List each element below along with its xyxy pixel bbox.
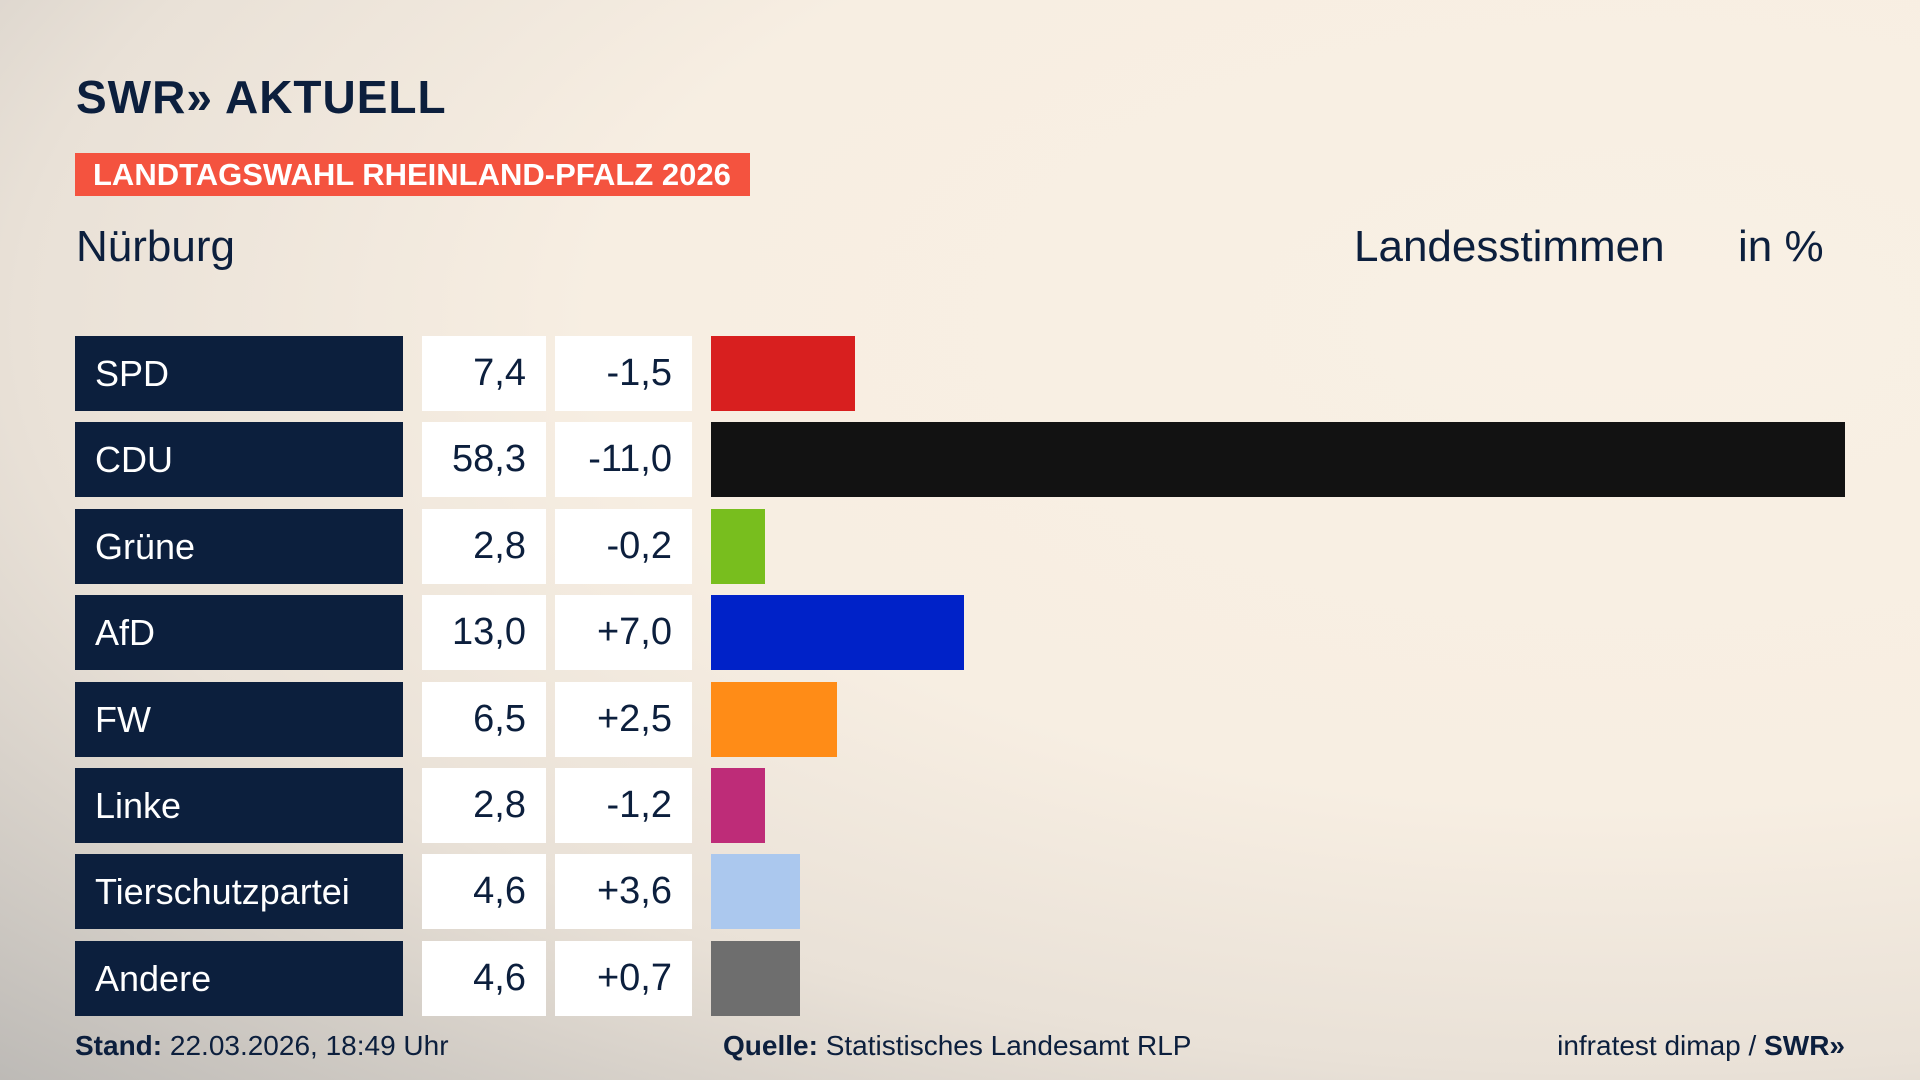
value-label: 2,8: [422, 508, 546, 584]
stand-label: Stand:: [75, 1030, 163, 1061]
party-label: CDU: [75, 422, 403, 498]
diff-label: +2,5: [555, 681, 692, 757]
bar-grüne: [711, 508, 766, 584]
party-label: Andere: [75, 940, 403, 1016]
bar-tierschutzpartei: [711, 854, 801, 930]
bar-fw: [711, 681, 838, 757]
source-text: Quelle: Statistisches Landesamt RLP: [723, 1030, 1191, 1062]
bar-andere: [711, 940, 801, 1016]
party-label: Linke: [75, 768, 403, 843]
bar-cdu: [711, 422, 1845, 498]
swr-aktuell-logo: SWR» AKTUELL: [76, 71, 447, 123]
stand-text: Stand: 22.03.2026, 18:49 Uhr: [75, 1030, 449, 1062]
diff-label: +0,7: [555, 940, 692, 1016]
bar-afd: [711, 595, 964, 671]
value-label: 4,6: [422, 854, 546, 930]
party-label: SPD: [75, 336, 403, 411]
source-value: Statistisches Landesamt RLP: [825, 1030, 1192, 1061]
diff-label: -1,5: [555, 336, 692, 411]
stand-value: 22.03.2026, 18:49 Uhr: [169, 1030, 449, 1061]
value-label: 2,8: [422, 768, 546, 843]
value-label: 6,5: [422, 681, 546, 757]
bar-linke: [711, 768, 766, 843]
diff-label: +3,6: [555, 854, 692, 930]
value-label: 4,6: [422, 940, 546, 1016]
bar-spd: [711, 336, 855, 411]
source-label: Quelle:: [723, 1030, 818, 1061]
party-label: FW: [75, 681, 403, 757]
value-label: 13,0: [422, 595, 546, 671]
diff-label: -11,0: [555, 422, 692, 498]
credit: infratest dimap /: [1557, 1030, 1757, 1061]
diff-label: +7,0: [555, 595, 692, 671]
diff-label: -1,2: [555, 768, 692, 843]
measure-label: Landesstimmen: [1354, 222, 1665, 271]
value-label: 7,4: [422, 336, 546, 411]
diff-label: -0,2: [555, 508, 692, 584]
credit-text: infratest dimap / SWR»: [1557, 1030, 1845, 1062]
election-banner: LANDTAGSWAHL RHEINLAND-PFALZ 2026: [75, 153, 750, 196]
swr-logo: SWR»: [1764, 1030, 1845, 1061]
value-label: 58,3: [422, 422, 546, 498]
party-label: AfD: [75, 595, 403, 671]
party-label: Tierschutzpartei: [75, 854, 403, 930]
place-title: Nürburg: [76, 222, 235, 271]
party-label: Grüne: [75, 508, 403, 584]
unit-label: in %: [1738, 222, 1824, 271]
